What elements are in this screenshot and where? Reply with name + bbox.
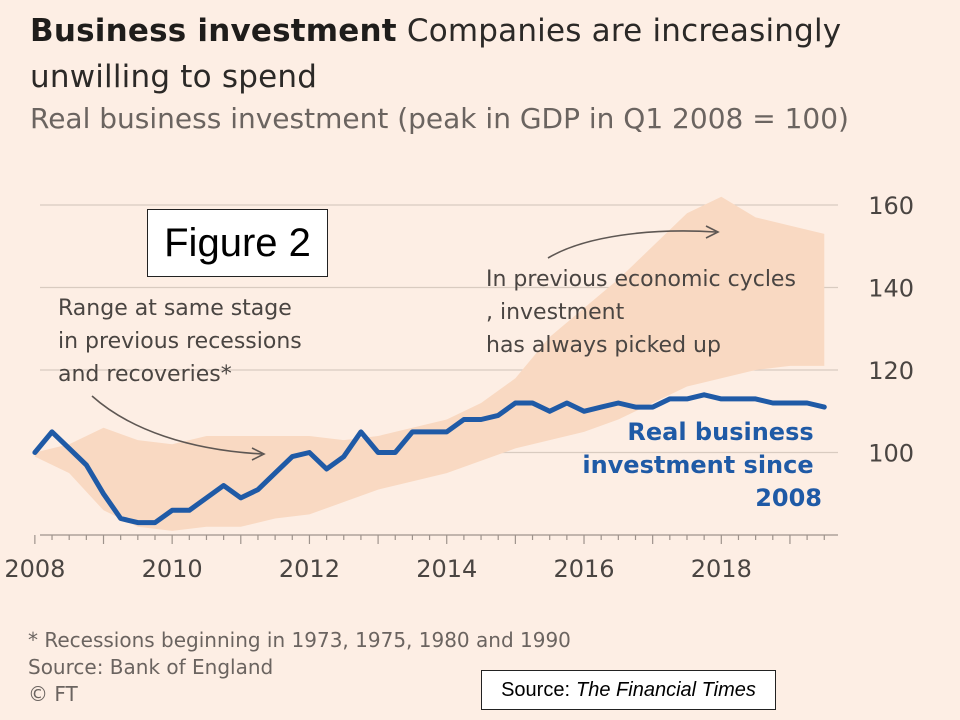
source-line: Source: Bank of England xyxy=(28,655,274,679)
y-tick-label: 100 xyxy=(868,440,914,468)
headline-bold: Business investment xyxy=(30,13,397,49)
copyright: © FT xyxy=(28,682,78,706)
arrow-range xyxy=(91,395,263,455)
attribution-publication: The Financial Times xyxy=(576,678,756,701)
x-tick-label: 2016 xyxy=(553,555,614,583)
annotation-series-label: Real business investment since 2008 xyxy=(582,418,822,512)
attribution-box: Source: The Financial Times xyxy=(481,670,776,710)
x-tick-label: 2014 xyxy=(416,555,477,583)
attribution-prefix: Source: xyxy=(501,678,571,701)
line-chart: Range at same stage in previous recessio… xyxy=(4,192,914,583)
annotation-range: Range at same stage in previous recessio… xyxy=(58,296,309,387)
y-tick-label: 160 xyxy=(868,192,914,220)
axes: 2008 2010 2012 2014 2016 2018 100 120 140 160 xyxy=(4,192,914,583)
y-tick-label: 140 xyxy=(868,275,914,303)
series-line xyxy=(32,392,827,526)
footnote: * Recessions beginning in 1973, 1975, 19… xyxy=(28,628,571,652)
annotation-previous-cycles: In previous economic cycles , investment… xyxy=(486,267,803,358)
y-tick-label: 120 xyxy=(868,357,914,385)
arrow-previous-cycles xyxy=(547,230,717,259)
chart-subtitle: Real business investment (peak in GDP in… xyxy=(30,102,849,135)
x-tick-label: 2010 xyxy=(142,555,203,583)
x-tick-label: 2012 xyxy=(279,555,340,583)
arrow-range-head xyxy=(251,447,266,461)
x-tick-label: 2008 xyxy=(4,555,65,583)
x-tick-label: 2018 xyxy=(691,555,752,583)
arrow-previous-cycles-head xyxy=(705,225,720,239)
annotations: Range at same stage in previous recessio… xyxy=(58,225,822,512)
headline-rest: Companies are increasingly unwilling to … xyxy=(30,13,842,95)
range-band xyxy=(34,196,825,531)
figure-label-box: Figure 2 xyxy=(147,209,328,277)
chart-headline: Business investment Companies are increa… xyxy=(30,8,930,100)
